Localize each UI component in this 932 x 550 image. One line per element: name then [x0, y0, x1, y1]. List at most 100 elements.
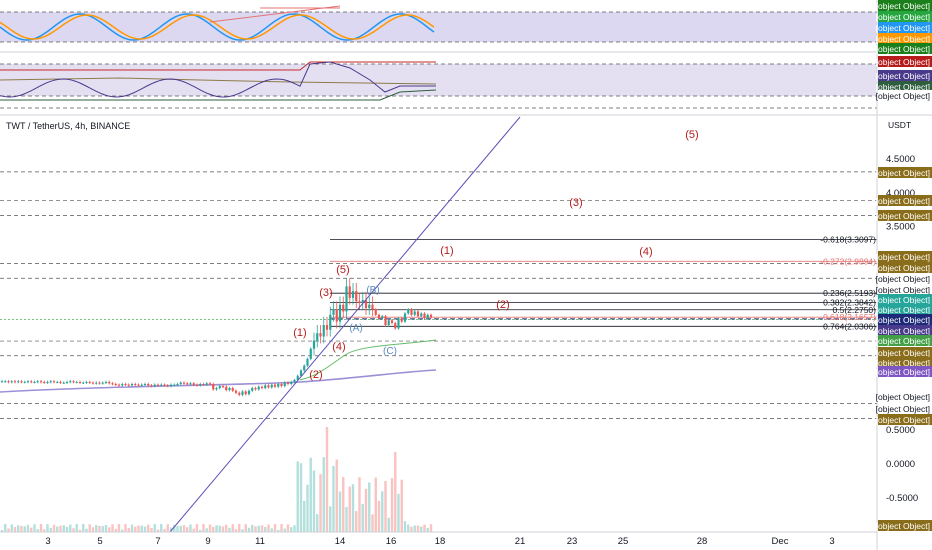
volume-bar	[0, 530, 4, 532]
fibonacci-retracement[interactable]: -0.618(3.3097) -0.272(2.9894) 0.236(2.5193…	[330, 235, 877, 332]
volume-bar	[56, 526, 59, 532]
candle-body	[381, 316, 384, 319]
volume-bar	[179, 525, 182, 532]
candle-body	[238, 392, 241, 395]
ma-fast	[299, 339, 437, 381]
volume-bar	[59, 525, 62, 532]
price-badge	[878, 43, 932, 54]
candle-body	[413, 311, 416, 315]
volume-bar	[241, 529, 244, 532]
candle-body	[124, 383, 127, 385]
candle-body	[78, 381, 82, 383]
volume-bar	[270, 528, 273, 532]
price-tick: 0.5000	[886, 425, 915, 436]
candle-body	[251, 388, 254, 391]
time-axis[interactable]: 3 5 7 9 11 14 16 18 21 23 25 28 Dec 3	[45, 536, 834, 547]
volume-bar	[111, 524, 114, 532]
volume-bar	[127, 528, 130, 532]
volume-bar	[163, 528, 166, 532]
candle-body	[95, 382, 98, 384]
candle-body	[247, 390, 251, 395]
candle-body	[189, 383, 192, 385]
candle-body	[290, 381, 293, 384]
candle-body	[403, 313, 407, 322]
candle-body	[348, 286, 351, 298]
rsi-line	[0, 61, 436, 98]
elliott-wave-labels[interactable]: (5) (3) (1) (4) (2) (5) (3) (1) (4) (2) (A) (B) (C)	[293, 129, 698, 381]
volume-bar	[208, 524, 212, 532]
volume-bar	[69, 524, 72, 532]
candle-body	[319, 333, 322, 337]
candle-body	[26, 381, 30, 383]
candle-body	[199, 383, 202, 386]
candle-body	[371, 304, 374, 310]
candle-body	[82, 382, 85, 384]
price-badge	[878, 262, 932, 273]
candle-body	[140, 384, 143, 386]
stochastic-lines	[0, 5, 435, 41]
candle-body	[342, 304, 345, 312]
price-badge-label: [object Object]	[876, 315, 930, 325]
volume-bar	[277, 529, 280, 532]
candle-body	[212, 383, 215, 390]
price-badge	[878, 11, 932, 22]
volume-bar	[23, 526, 26, 532]
candle-body	[176, 383, 179, 385]
volume-bar	[384, 480, 387, 532]
trend-line[interactable]	[169, 116, 521, 533]
volume-bar	[150, 528, 153, 532]
volume-bar	[299, 463, 303, 532]
volume-bar	[364, 488, 368, 532]
volume-bar	[267, 524, 270, 532]
volume-bar	[387, 517, 390, 532]
candle-body	[186, 383, 189, 385]
candle-body	[306, 358, 309, 366]
price-tick: 3.5000	[886, 222, 915, 233]
volume-bar	[325, 427, 329, 532]
volume-bar	[280, 524, 283, 532]
candle-body	[156, 384, 160, 386]
ma-slow	[0, 369, 437, 393]
volume-bar	[358, 477, 361, 532]
volume-bar	[257, 525, 260, 532]
corrective-wave-label: (A)	[349, 323, 362, 334]
candle-body	[429, 314, 433, 318]
candlesticks	[0, 278, 433, 397]
candle-body	[286, 382, 290, 384]
price-badge	[878, 90, 932, 101]
candle-body	[69, 381, 72, 383]
candle-body	[91, 382, 95, 384]
volume-bar	[361, 503, 364, 532]
volume-bar	[117, 524, 121, 532]
candle-body	[30, 381, 33, 383]
candle-body	[205, 383, 208, 385]
middle-band	[0, 77, 437, 85]
volume-bar	[199, 529, 202, 532]
price-badge-label: [object Object]	[876, 326, 930, 336]
volume-bar	[231, 524, 234, 532]
price-badge	[878, 366, 932, 377]
price-badge-label: [object Object]	[876, 285, 930, 295]
price-badge-label: [object Object]	[876, 274, 930, 284]
volume-bar	[273, 524, 277, 532]
candle-body	[273, 384, 277, 387]
candle-body	[355, 291, 358, 302]
volume-bar	[78, 529, 82, 532]
corrective-wave-label: (B)	[366, 285, 379, 296]
candle-body	[407, 309, 410, 314]
time-tick: 9	[205, 536, 210, 547]
volume-bar	[192, 528, 195, 532]
price-badge-label: [object Object]	[876, 1, 930, 11]
price-badge-label: [object Object]	[876, 305, 930, 315]
candle-body	[244, 391, 247, 395]
volume-bar	[296, 461, 299, 532]
candle-body	[260, 386, 264, 389]
volume-bar	[306, 484, 309, 532]
candle-body	[20, 381, 23, 383]
candle-body	[134, 383, 137, 385]
elliott-wave-label: (4)	[639, 246, 652, 258]
elliott-wave-label: (5)	[685, 129, 698, 141]
volume-bar	[390, 478, 394, 532]
volume-bar	[186, 527, 189, 532]
